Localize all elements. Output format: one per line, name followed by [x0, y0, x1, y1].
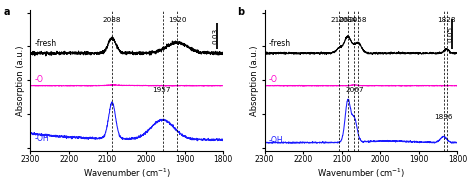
Text: -fresh: -fresh: [34, 39, 56, 48]
Y-axis label: Absorption (a.u.): Absorption (a.u.): [16, 45, 25, 116]
Text: 2088: 2088: [103, 17, 121, 23]
Text: 1828: 1828: [438, 17, 456, 23]
Text: 0.05: 0.05: [447, 26, 453, 42]
Text: 1920: 1920: [168, 17, 186, 23]
Text: 1957: 1957: [152, 87, 171, 93]
Text: 2067: 2067: [345, 87, 364, 93]
Y-axis label: Absorption (a.u.): Absorption (a.u.): [250, 45, 259, 116]
Text: -OH: -OH: [268, 136, 283, 145]
Text: a: a: [3, 7, 10, 17]
Text: 0.03: 0.03: [213, 28, 219, 44]
Text: -O: -O: [34, 75, 43, 84]
Text: 2058: 2058: [349, 17, 367, 23]
Text: -OH: -OH: [34, 134, 49, 142]
Text: 1836: 1836: [434, 114, 453, 119]
Text: 2106: 2106: [330, 17, 349, 23]
Text: -O: -O: [268, 75, 277, 84]
Text: 2084: 2084: [338, 17, 357, 23]
X-axis label: Wavenumber (cm$^{-1}$): Wavenumber (cm$^{-1}$): [317, 167, 405, 180]
Text: -fresh: -fresh: [268, 39, 291, 48]
X-axis label: Wavenumber (cm$^{-1}$): Wavenumber (cm$^{-1}$): [82, 167, 171, 180]
Text: b: b: [237, 7, 245, 17]
